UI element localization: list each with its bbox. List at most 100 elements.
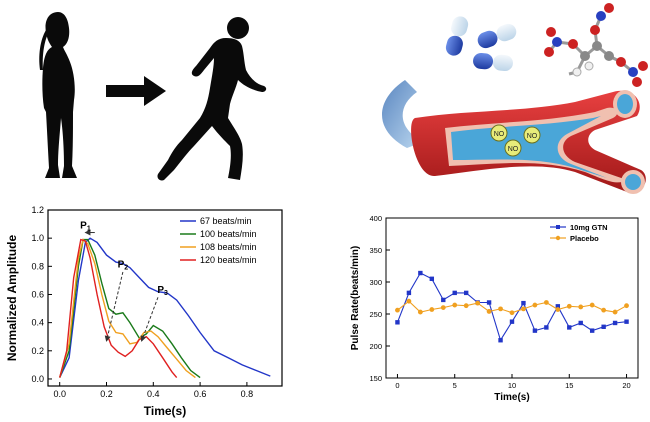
data-point bbox=[395, 320, 400, 325]
no-label: NO bbox=[508, 146, 519, 153]
data-point bbox=[612, 309, 618, 315]
legend-marker bbox=[555, 235, 561, 241]
data-point bbox=[532, 302, 538, 308]
series-line-3 bbox=[59, 238, 178, 379]
data-point bbox=[429, 307, 435, 312]
data-point bbox=[452, 302, 458, 308]
no-molecule: NO bbox=[504, 139, 522, 157]
y-tick-label: 0.4 bbox=[31, 318, 44, 328]
x-tick-label: 0.8 bbox=[241, 389, 254, 399]
data-point bbox=[521, 300, 526, 306]
x-tick-label: 0.2 bbox=[100, 389, 113, 399]
capsule-icon bbox=[445, 16, 517, 72]
data-point bbox=[601, 307, 607, 313]
standing-person-icon bbox=[39, 12, 77, 178]
data-point bbox=[532, 328, 538, 333]
running-person-icon bbox=[157, 17, 267, 181]
y-axis-label: Pulse Rate(beats/min) bbox=[350, 246, 361, 350]
blood-vessel-icon: NO NO NO bbox=[411, 90, 646, 194]
y-tick-label: 200 bbox=[369, 342, 382, 351]
y-tick-label: 1.0 bbox=[31, 233, 44, 243]
no-label: NO bbox=[527, 133, 538, 140]
annotation-arrow bbox=[104, 271, 124, 342]
y-tick-label: 250 bbox=[369, 310, 382, 319]
x-tick-label: 0.4 bbox=[147, 389, 160, 399]
y-tick-label: 0.8 bbox=[31, 261, 44, 271]
series-line-1 bbox=[59, 238, 201, 379]
legend-label: 10mg GTN bbox=[570, 223, 608, 232]
data-point bbox=[452, 290, 457, 296]
data-point bbox=[544, 325, 549, 330]
data-point bbox=[567, 325, 572, 330]
legend-marker bbox=[556, 225, 560, 229]
pulse-rate-chart: 0 5 10 15 20 150 200 250 300 350 400 Time(s) Pulse R… bbox=[350, 214, 639, 403]
data-point bbox=[589, 302, 595, 308]
curved-arrow-icon bbox=[382, 80, 423, 148]
data-point bbox=[612, 320, 618, 326]
data-point bbox=[601, 324, 606, 329]
x-tick-label: 10 bbox=[508, 381, 516, 390]
peak-label: P2 bbox=[118, 260, 129, 272]
data-point bbox=[498, 338, 503, 343]
y-tick-label: 400 bbox=[369, 214, 382, 223]
y-tick-label: 0.0 bbox=[31, 374, 44, 384]
legend-label: 100 beats/min bbox=[200, 229, 257, 239]
data-point bbox=[624, 303, 629, 309]
legend-label: 67 beats/min bbox=[200, 216, 252, 226]
y-tick-label: 1.2 bbox=[31, 205, 44, 215]
data-point bbox=[406, 298, 412, 304]
legend-label: 108 beats/min bbox=[200, 242, 257, 252]
data-point bbox=[498, 306, 503, 312]
arrow-right-icon bbox=[106, 76, 166, 106]
data-point bbox=[463, 303, 469, 309]
pulse-waveform-chart: 0.0 0.2 0.4 0.6 0.8 0.0 0.2 0.4 0.6 0.8 1.0 1.2 Time… bbox=[5, 205, 283, 418]
data-point bbox=[509, 310, 515, 316]
x-tick-label: 15 bbox=[565, 381, 573, 390]
data-point bbox=[555, 304, 561, 309]
x-tick-label: 0 bbox=[395, 381, 399, 390]
exercise-illustration bbox=[39, 12, 267, 181]
data-point bbox=[463, 290, 469, 296]
y-tick-label: 350 bbox=[369, 246, 382, 255]
y-tick-label: 300 bbox=[369, 278, 382, 287]
x-axis-label: Time(s) bbox=[494, 392, 529, 403]
y-tick-label: 150 bbox=[369, 374, 382, 383]
vessel-illustration: NO NO NO bbox=[382, 3, 648, 194]
no-molecule: NO bbox=[523, 126, 541, 144]
data-point bbox=[486, 309, 492, 314]
data-point bbox=[566, 303, 572, 309]
data-point bbox=[578, 320, 583, 326]
peak-label: P1 bbox=[80, 220, 91, 232]
data-point bbox=[475, 300, 481, 306]
data-point bbox=[555, 307, 561, 312]
data-point bbox=[521, 306, 526, 312]
data-point bbox=[509, 319, 515, 324]
plot-frame bbox=[385, 217, 639, 379]
x-tick-label: 5 bbox=[453, 381, 457, 390]
data-point bbox=[624, 319, 629, 324]
data-point bbox=[395, 307, 400, 313]
molecule-icon bbox=[544, 3, 648, 87]
data-point bbox=[406, 290, 412, 296]
annotation-arrow bbox=[140, 297, 159, 342]
x-tick-label: 0.0 bbox=[53, 389, 66, 399]
data-point bbox=[440, 305, 446, 310]
data-point bbox=[589, 328, 595, 333]
data-point bbox=[441, 297, 446, 303]
no-molecule: NO bbox=[490, 124, 508, 142]
data-point bbox=[417, 309, 423, 315]
data-point bbox=[486, 300, 492, 305]
plot-frame bbox=[47, 209, 283, 387]
legend-label: 120 beats/min bbox=[200, 255, 257, 265]
peak-label: P3 bbox=[157, 285, 168, 297]
x-tick-label: 0.6 bbox=[194, 389, 207, 399]
x-tick-label: 20 bbox=[622, 381, 630, 390]
legend-label: Placebo bbox=[570, 234, 599, 243]
y-tick-label: 0.2 bbox=[31, 346, 44, 356]
no-label: NO bbox=[494, 131, 505, 138]
x-axis-label: Time(s) bbox=[144, 404, 186, 418]
data-point bbox=[543, 300, 549, 305]
y-tick-label: 0.6 bbox=[31, 289, 44, 299]
data-point bbox=[418, 270, 423, 276]
data-point bbox=[578, 304, 584, 310]
